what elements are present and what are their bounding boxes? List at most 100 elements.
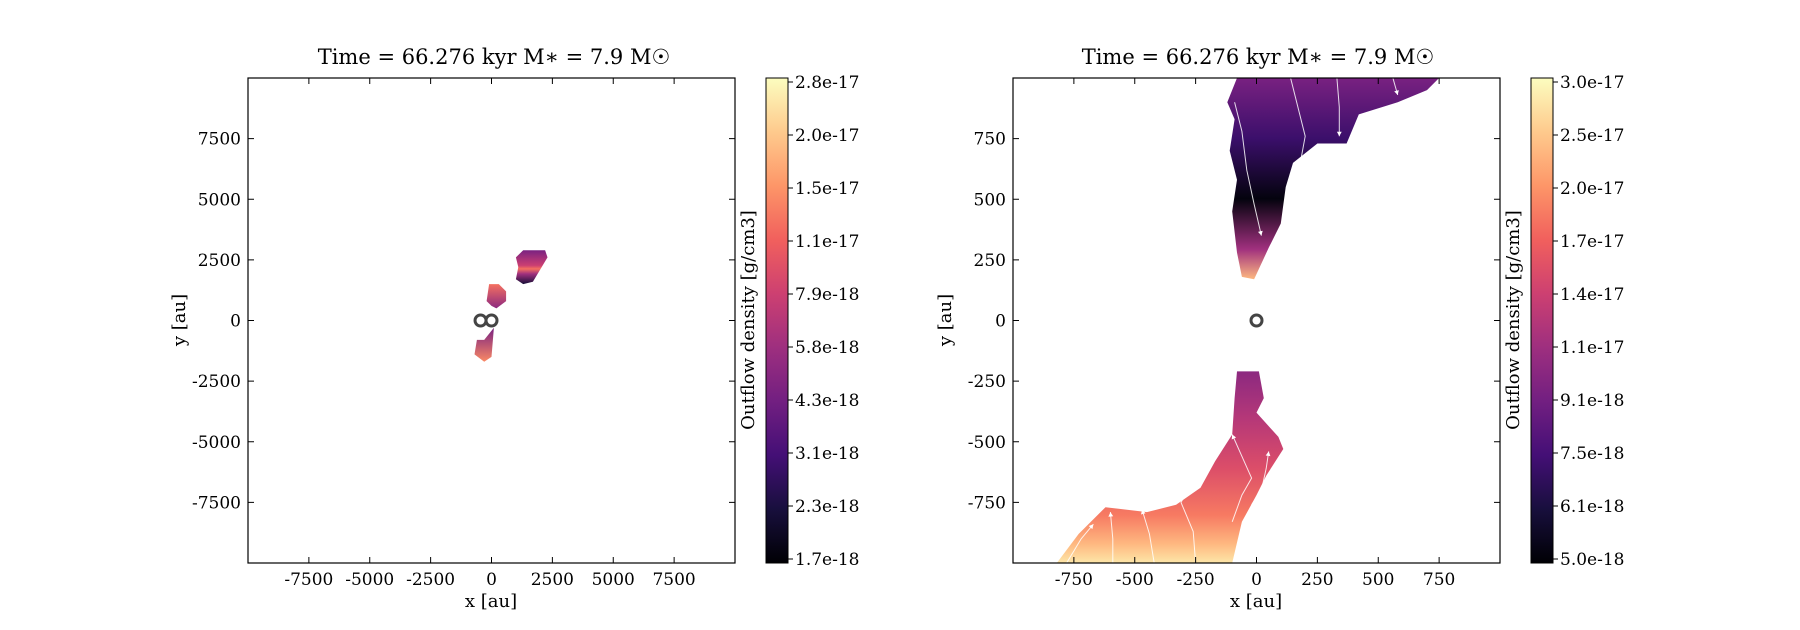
streamline-arrow-icon	[1336, 131, 1342, 137]
sink-particle-marker	[1249, 313, 1264, 328]
colorbar-tick-label: 1.7e-17	[1560, 232, 1624, 252]
colorbar-tick-label: 1.7e-18	[795, 550, 859, 570]
colorbar-tick-label: 6.1e-18	[1560, 497, 1624, 517]
outflow-region-upper-lobe	[1227, 78, 1440, 280]
panel-1-x-axis: -7500 -5000 -2500 0 2500 5000 7500	[284, 78, 696, 590]
colorbar-tick-label: 2.0e-17	[795, 126, 859, 146]
colorbar-tick-label: 1.5e-17	[795, 179, 859, 199]
streamline	[1231, 434, 1253, 522]
x-tick-label: -500	[1116, 570, 1154, 590]
y-tick-label: -2500	[192, 372, 241, 392]
outflow-region-lower-lobe	[474, 327, 494, 362]
outflow-region-upper-lobe	[515, 250, 548, 285]
panel-1-regions	[474, 250, 548, 362]
panel-1-colorbar-bar	[765, 77, 789, 564]
panel-1-colorbar-label: Outflow density [g/cm3]	[738, 210, 759, 430]
panel-2-xlabel: x [au]	[1230, 591, 1282, 612]
x-tick-label: 750	[1423, 570, 1455, 590]
panel-1-sinks	[473, 313, 499, 328]
streamline-arrow-icon	[1265, 451, 1271, 457]
panel-1-y-axis: 7500 5000 2500 0 -2500 -5000 -7500	[192, 130, 735, 513]
x-tick-label: -5000	[345, 570, 394, 590]
colorbar-tick-label: 2.0e-17	[1560, 179, 1624, 199]
y-tick-label: 7500	[198, 130, 241, 150]
colorbar-tick-label: 3.1e-18	[795, 444, 859, 464]
streamline	[1290, 78, 1306, 185]
panel-2-ylabel: y [au]	[935, 294, 956, 347]
panel-2-colorbar: 3.0e-17 2.5e-17 2.0e-17 1.7e-17 1.4e-17 1.1e-…	[1503, 73, 1624, 570]
outflow-region-lower-lobe	[1056, 371, 1284, 563]
x-tick-label: -750	[1055, 570, 1093, 590]
colorbar-tick-label: 5.0e-18	[1560, 550, 1624, 570]
panel-2-colorbar-ticks: 3.0e-17 2.5e-17 2.0e-17 1.7e-17 1.4e-17 1.1e-…	[1553, 73, 1624, 570]
y-tick-label: 500	[974, 190, 1006, 210]
panel-2-x-axis: -750 -500 -250 0 250 500 750	[1055, 78, 1455, 590]
panel-2-plot-area: -750 -500 -250 0 250 500 750 750 500 250 0 -250 -50…	[968, 77, 1501, 590]
panel-1: Time = 66.276 kyr M∗ = 7.9 M☉ -7500 -5000…	[169, 45, 859, 612]
streamline-arrow-icon	[1292, 179, 1297, 185]
colorbar-tick-label: 4.3e-18	[795, 391, 859, 411]
streamline	[1234, 102, 1262, 236]
streamline	[1066, 523, 1094, 563]
y-tick-label: -500	[968, 433, 1006, 453]
y-tick-label: 2500	[198, 251, 241, 271]
colorbar-tick-label: 9.1e-18	[1560, 391, 1624, 411]
streamline	[1180, 458, 1216, 563]
panel-1-frame	[247, 77, 736, 564]
panel-2-colorbar-bar	[1530, 77, 1554, 564]
panel-1-title: Time = 66.276 kyr M∗ = 7.9 M☉	[318, 45, 671, 69]
x-tick-label: 0	[486, 570, 497, 590]
streamline-arrow-icon	[1210, 458, 1216, 464]
y-tick-label: -750	[968, 493, 1006, 513]
x-tick-label: 250	[1301, 570, 1333, 590]
x-tick-label: -7500	[284, 570, 333, 590]
streamline-arrow-icon	[1394, 90, 1399, 95]
colorbar-tick-label: 3.0e-17	[1560, 73, 1624, 93]
x-tick-label: -250	[1177, 570, 1215, 590]
colorbar-tick-label: 2.8e-17	[795, 73, 859, 93]
y-tick-label: -7500	[192, 493, 241, 513]
streamline	[1109, 512, 1114, 563]
streamline	[1141, 509, 1155, 563]
y-tick-label: -250	[968, 372, 1006, 392]
streamline-arrow-icon	[1108, 512, 1114, 517]
colorbar-tick-label: 1.1e-17	[1560, 338, 1624, 358]
streamline-arrow-icon	[1231, 434, 1237, 440]
x-tick-label: 5000	[592, 570, 635, 590]
x-tick-label: 7500	[652, 570, 695, 590]
y-tick-label: 0	[230, 312, 241, 332]
colorbar-tick-label: 2.3e-18	[795, 497, 859, 517]
sink-particle-marker	[473, 313, 488, 328]
panel-2-y-axis: 750 500 250 0 -250 -500 -750	[968, 130, 1500, 513]
colorbar-tick-label: 7.9e-18	[795, 285, 859, 305]
y-tick-label: 5000	[198, 190, 241, 210]
streamline-arrow-icon	[1258, 230, 1263, 236]
panel-1-ylabel: y [au]	[169, 294, 190, 347]
colorbar-tick-label: 5.8e-18	[795, 338, 859, 358]
streamline-arrow-icon	[1088, 524, 1094, 530]
panel-2: Time = 66.276 kyr M∗ = 7.9 M☉ -750 -500 -2…	[935, 45, 1624, 612]
panel-2-title: Time = 66.276 kyr M∗ = 7.9 M☉	[1082, 45, 1435, 69]
y-tick-label: 750	[974, 130, 1006, 150]
y-tick-label: -5000	[192, 433, 241, 453]
panel-2-sinks	[1249, 313, 1264, 328]
colorbar-tick-label: 1.1e-17	[795, 232, 859, 252]
outflow-region-middle-lobe	[486, 284, 507, 309]
x-tick-label: 0	[1251, 570, 1262, 590]
streamline-arrow-icon	[1141, 509, 1146, 515]
y-tick-label: 250	[974, 251, 1006, 271]
panel-1-colorbar: 2.8e-17 2.0e-17 1.5e-17 1.1e-17 7.9e-18 5.8e-…	[738, 73, 859, 570]
x-tick-label: -2500	[406, 570, 455, 590]
panel-1-colorbar-ticks: 2.8e-17 2.0e-17 1.5e-17 1.1e-17 7.9e-18 5.8e-…	[788, 73, 859, 570]
panel-1-xlabel: x [au]	[465, 591, 517, 612]
sink-particle-marker	[484, 313, 499, 328]
panel-1-plot-area: -7500 -5000 -2500 0 2500 5000 7500 7500 5000 250…	[192, 77, 736, 590]
colorbar-tick-label: 2.5e-17	[1560, 126, 1624, 146]
y-tick-label: 0	[995, 312, 1006, 332]
streamline	[1251, 451, 1270, 506]
colorbar-tick-label: 7.5e-18	[1560, 444, 1624, 464]
colorbar-tick-label: 1.4e-17	[1560, 285, 1624, 305]
streamline	[1336, 78, 1340, 137]
x-tick-label: 2500	[531, 570, 574, 590]
